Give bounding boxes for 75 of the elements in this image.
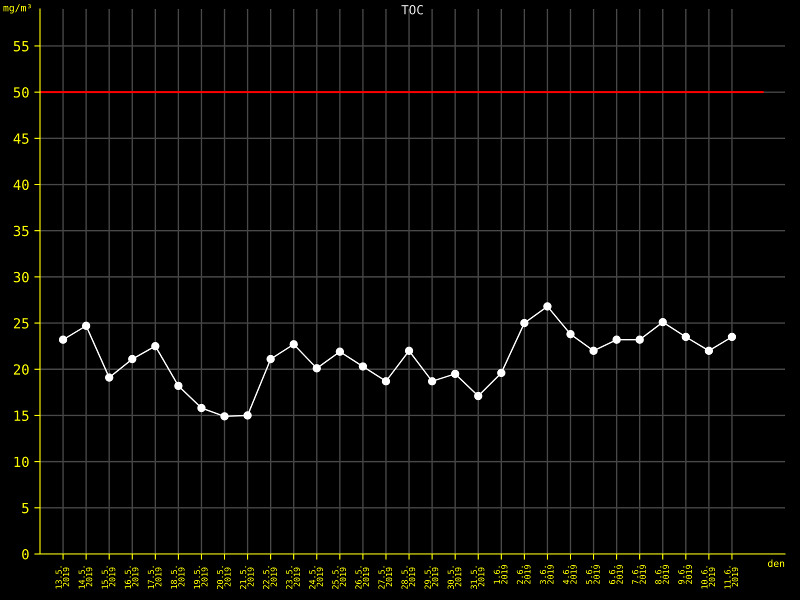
x-tick-label: 20.5. 2019	[216, 566, 231, 589]
y-tick-label: 35	[14, 226, 28, 236]
point	[243, 411, 252, 420]
y-tick-label: 0	[22, 549, 29, 560]
point	[266, 354, 275, 364]
x-tick-label: 16.5. 2019	[124, 566, 138, 588]
x-tick-label: 11.6. 2019	[724, 566, 738, 588]
x-tick-label: 31.5. 2019	[470, 566, 484, 589]
y-tick-label: 45	[14, 134, 28, 144]
x-axis-title: den	[768, 560, 784, 568]
x-tick-label: 21.5. 2019	[240, 566, 254, 589]
point	[174, 382, 183, 390]
point	[589, 346, 598, 355]
point	[290, 340, 298, 348]
point	[312, 364, 321, 372]
y-tick-label: 20	[14, 364, 29, 375]
y-tick-label: 15	[14, 410, 28, 421]
point	[612, 336, 621, 344]
point	[474, 392, 482, 400]
x-tick-label: 29.5. 2019	[424, 566, 438, 589]
x-tick-label: 14.5. 2019	[78, 566, 92, 588]
x-tick-label: 24.5. 2019	[309, 566, 323, 589]
x-tick-label: 13.5. 2019	[55, 566, 70, 588]
y-tick-label: 55	[14, 41, 28, 52]
point	[382, 377, 390, 386]
point	[497, 368, 506, 378]
chart-title: TOC	[402, 5, 423, 14]
point	[682, 332, 690, 342]
y-tick-label: 30	[14, 272, 29, 282]
point	[105, 373, 114, 382]
point	[636, 336, 644, 344]
x-tick-label: 7.6. 2019	[632, 564, 646, 584]
x-tick-label: 27.5. 2019	[378, 566, 392, 589]
point	[728, 332, 736, 342]
point	[566, 330, 575, 338]
point	[404, 346, 414, 355]
x-tick-label: 19.5. 2019	[194, 566, 208, 588]
point	[451, 370, 460, 378]
y-tick-label: 50	[14, 87, 29, 98]
x-tick-label: 15.5. 2019	[102, 566, 116, 588]
point	[151, 342, 160, 350]
x-tick-label: 8.6. 2019	[655, 564, 669, 584]
point	[197, 404, 206, 412]
point	[704, 346, 714, 355]
point	[428, 377, 436, 386]
x-tick-label: 4.6. 2019	[562, 564, 577, 584]
x-tick-label: 1.6. 2019	[494, 564, 508, 584]
y-tick-label: 40	[14, 180, 29, 190]
x-tick-label: 22.5. 2019	[263, 566, 277, 589]
point	[336, 348, 344, 356]
x-tick-label: 6.6. 2019	[609, 564, 623, 584]
y-tick-label: 25	[14, 318, 28, 329]
y-tick-label: 10	[14, 456, 29, 468]
y-tick-label: 5	[22, 503, 28, 514]
x-tick-label: 30.5. 2019	[448, 566, 462, 589]
point	[220, 412, 229, 421]
x-tick-label: 23.5. 2019	[286, 566, 300, 589]
y-axis-title: mg/m³	[4, 4, 31, 14]
x-tick-label: 18.5. 2019	[170, 566, 185, 588]
x-tick-label: 9.6. 2019	[678, 564, 692, 584]
x-tick-label: 2.6. 2019	[516, 564, 531, 584]
x-tick-label: 26.5. 2019	[355, 566, 370, 589]
x-tick-label: 10.6. 2019	[701, 566, 716, 588]
x-tick-label: 25.5. 2019	[332, 566, 346, 589]
point	[358, 362, 368, 371]
point	[128, 354, 136, 364]
x-tick-label: 17.5. 2019	[148, 566, 162, 588]
x-tick-label: 28.5. 2019	[401, 566, 416, 589]
point	[543, 302, 552, 311]
x-tick-label: 5.6. 2019	[586, 564, 600, 584]
point	[658, 318, 667, 326]
point	[82, 322, 90, 330]
point	[520, 318, 529, 328]
x-tick-label: 3.6. 2019	[540, 564, 554, 584]
point	[58, 336, 68, 344]
